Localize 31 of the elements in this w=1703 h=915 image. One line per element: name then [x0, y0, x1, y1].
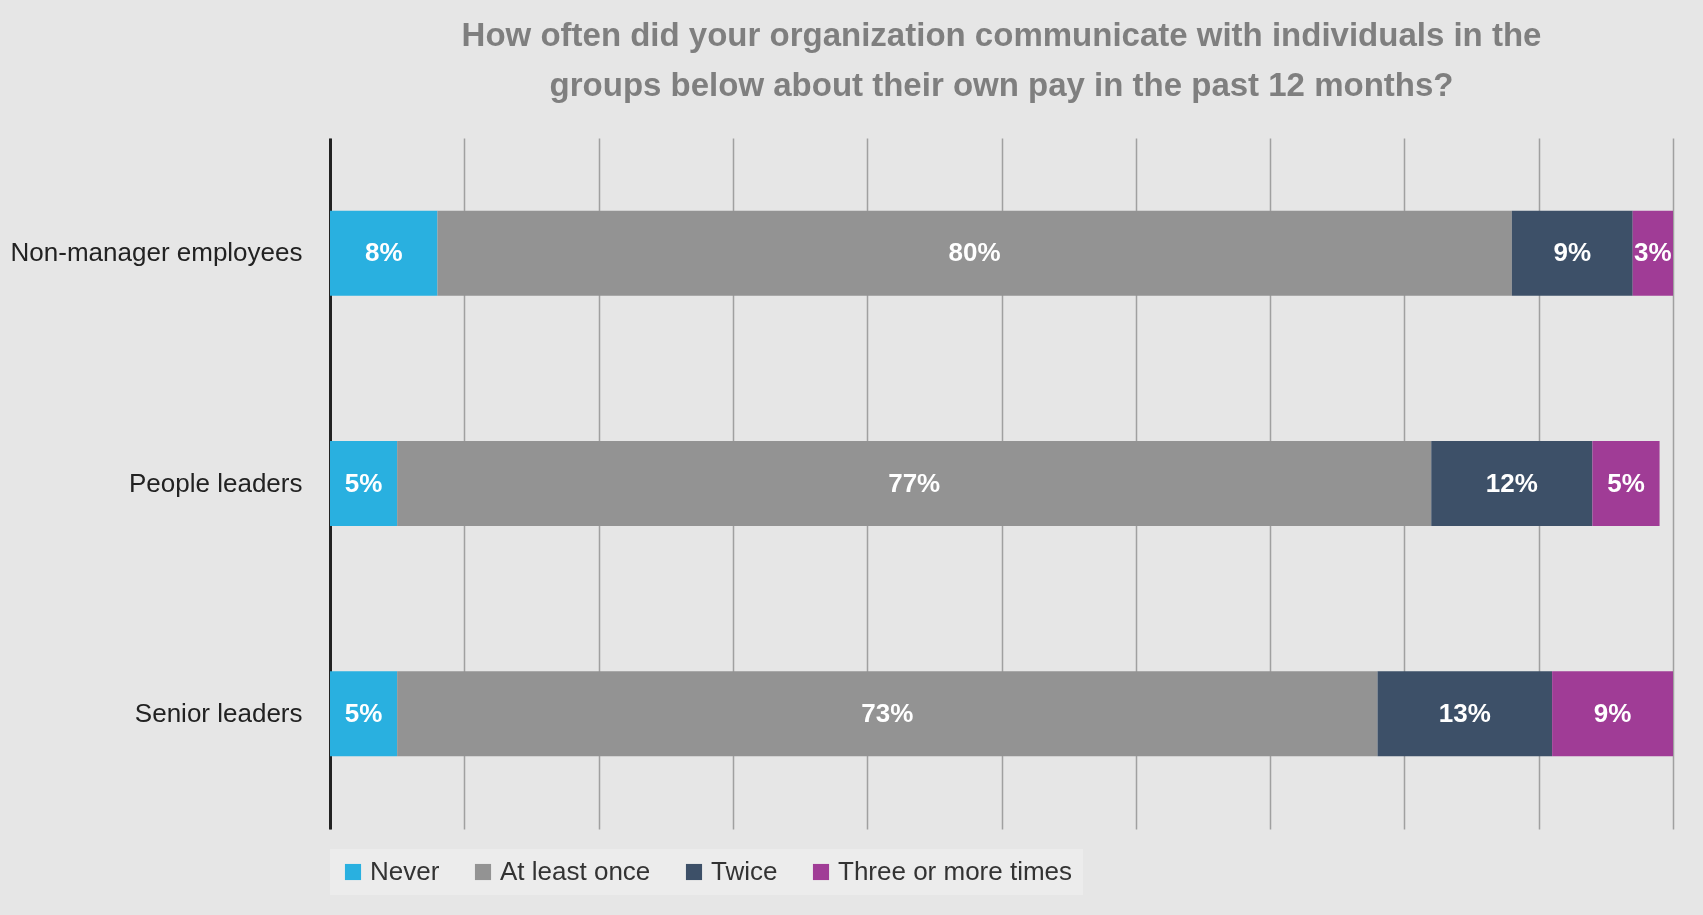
bar [1511, 210, 1633, 296]
legend-label: Never [370, 856, 440, 886]
y-tick-label: People leaders [129, 467, 303, 498]
bar [330, 210, 438, 296]
data-label: 80% [948, 237, 1001, 268]
data-label: 5% [1607, 467, 1645, 498]
bar [1431, 441, 1593, 526]
data-label: 5% [344, 697, 383, 728]
bar [397, 671, 1378, 757]
chart-title: How often did your organization communicate with individuals in the groups below about their own pay in the past 12 months? [461, 16, 1542, 103]
data-label: 9% [1553, 237, 1592, 268]
bar [1552, 671, 1673, 757]
bar [330, 441, 398, 526]
bar [397, 441, 1432, 526]
data-label: 77% [888, 467, 941, 498]
bar [330, 671, 398, 757]
data-label: 73% [861, 697, 914, 728]
data-label: 12% [1485, 467, 1538, 498]
y-tick-label: Non-manager employees [10, 237, 303, 268]
data-label: 5% [344, 467, 383, 498]
legend-label: Twice [711, 856, 778, 886]
legend-label: At least once [500, 856, 651, 886]
y-tick-label: Senior leaders [134, 697, 303, 728]
bar [1377, 671, 1553, 757]
bar [437, 210, 1512, 296]
data-label: 9% [1593, 697, 1632, 728]
data-label: 3% [1634, 237, 1672, 268]
data-label: 8% [364, 237, 403, 268]
bar [1592, 441, 1660, 526]
legend-label: Three or more times [838, 856, 1073, 886]
data-label: 13% [1438, 697, 1491, 728]
